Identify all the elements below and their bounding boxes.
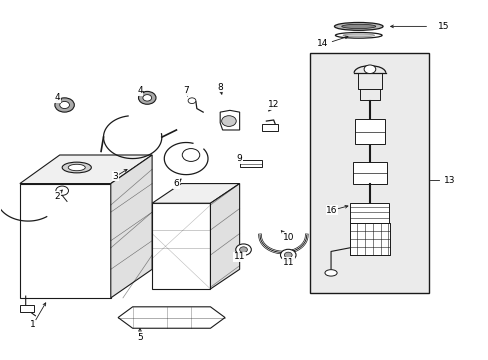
Circle shape bbox=[138, 91, 156, 104]
Text: 13: 13 bbox=[443, 176, 454, 185]
Text: 10: 10 bbox=[282, 233, 293, 242]
Ellipse shape bbox=[335, 32, 381, 38]
Text: 1: 1 bbox=[30, 320, 36, 329]
Text: 15: 15 bbox=[437, 22, 448, 31]
Text: 2: 2 bbox=[54, 192, 60, 201]
Polygon shape bbox=[118, 307, 224, 328]
Circle shape bbox=[221, 116, 236, 126]
Text: 7: 7 bbox=[183, 86, 189, 95]
Circle shape bbox=[142, 95, 151, 101]
Ellipse shape bbox=[325, 270, 336, 276]
Ellipse shape bbox=[342, 34, 374, 37]
Circle shape bbox=[188, 98, 196, 104]
Circle shape bbox=[55, 98, 74, 112]
Polygon shape bbox=[20, 184, 111, 298]
Bar bbox=[355, 119, 384, 144]
Polygon shape bbox=[220, 111, 239, 130]
Text: 5: 5 bbox=[137, 333, 142, 342]
Text: 14: 14 bbox=[316, 39, 327, 48]
Bar bbox=[309, 53, 428, 293]
Bar bbox=[350, 203, 388, 223]
Bar bbox=[262, 123, 277, 131]
Bar bbox=[352, 162, 386, 184]
Circle shape bbox=[284, 252, 291, 258]
Text: 3: 3 bbox=[113, 172, 118, 181]
Circle shape bbox=[280, 249, 295, 261]
Bar bbox=[20, 305, 34, 312]
Text: 11: 11 bbox=[282, 258, 293, 267]
Bar bbox=[239, 159, 261, 167]
Circle shape bbox=[56, 186, 68, 195]
Circle shape bbox=[60, 102, 69, 109]
Ellipse shape bbox=[62, 162, 91, 173]
Circle shape bbox=[182, 149, 200, 161]
Bar bbox=[349, 223, 389, 255]
Ellipse shape bbox=[341, 24, 375, 28]
Circle shape bbox=[239, 247, 247, 252]
Polygon shape bbox=[152, 203, 210, 289]
Text: 4: 4 bbox=[137, 86, 142, 95]
Polygon shape bbox=[152, 184, 239, 203]
Polygon shape bbox=[111, 155, 152, 298]
Ellipse shape bbox=[334, 22, 382, 30]
Circle shape bbox=[235, 244, 251, 255]
Text: 8: 8 bbox=[217, 83, 223, 92]
Polygon shape bbox=[20, 155, 152, 184]
Text: 16: 16 bbox=[325, 206, 337, 215]
Text: 6: 6 bbox=[173, 179, 179, 188]
Text: 12: 12 bbox=[267, 100, 279, 109]
Text: 9: 9 bbox=[236, 154, 242, 163]
Circle shape bbox=[364, 65, 375, 73]
Polygon shape bbox=[210, 184, 239, 289]
Ellipse shape bbox=[68, 164, 85, 171]
Text: 4: 4 bbox=[54, 93, 60, 102]
Text: 11: 11 bbox=[233, 252, 245, 261]
